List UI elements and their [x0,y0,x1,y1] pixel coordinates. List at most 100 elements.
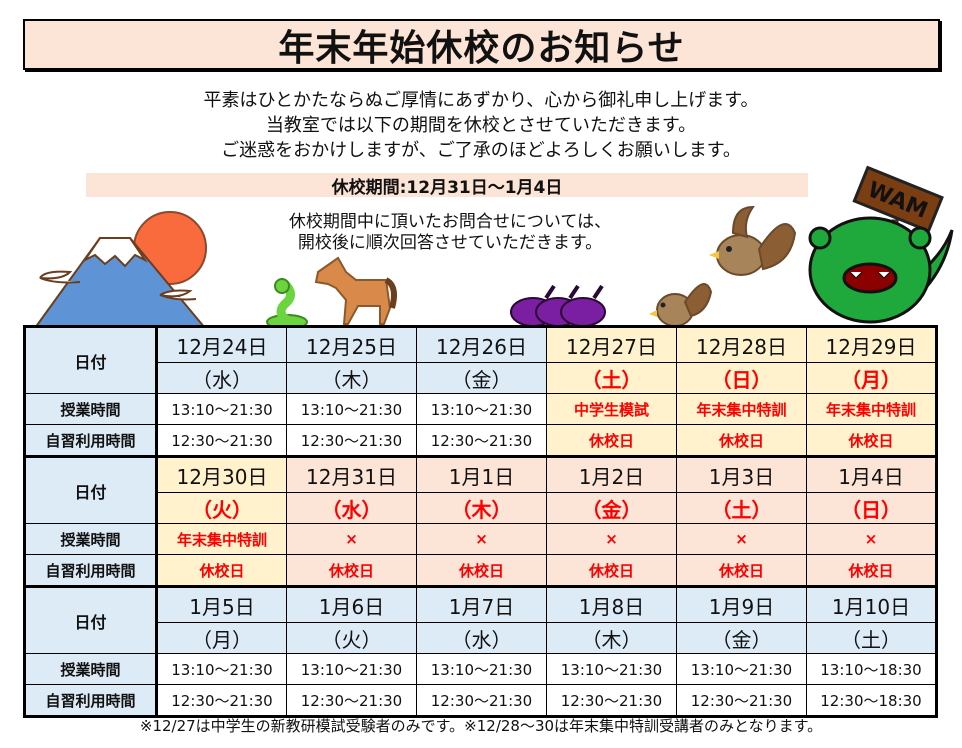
class-hours-cell: 年末集中特訓 [806,393,937,425]
class-hours-cell: 13:10～21:30 [416,393,547,425]
row-label-date: 日付 [24,326,158,394]
class-hours-cell: 中学生模試 [546,393,677,425]
schedule-table: 日付 12月24日 12月25日 12月26日 12月27日 12月28日 12月29日 （水… [23,325,938,718]
weekday-cell: （月） [806,362,937,394]
date-cell: 1月5日 [156,586,287,623]
row-label-class-hours: 授業時間 [24,653,158,685]
self-study-cell: 12:30～21:30 [286,684,417,718]
greeting-line: 平素はひとかたならぬご厚情にあずかり、心から御礼申し上げます。 [203,90,759,111]
weekday-row: （火） （水） （木） （金） （土） （日） [25,492,937,524]
date-cell: 12月25日 [286,326,417,363]
class-hours-cell: 年末集中特訓 [156,523,287,555]
date-cell: 1月10日 [806,586,937,623]
row-label-self-study: 自習利用時間 [24,684,158,718]
class-hours-cell: 13:10～21:30 [676,653,807,685]
class-hours-cell: 13:10～21:30 [546,653,677,685]
small-bird-icon [649,283,713,327]
weekday-cell: （金） [546,492,677,524]
inquiry-line: 開校後に順次回答させていただきます。 [297,233,603,253]
date-cell: 12月30日 [156,456,287,493]
self-study-cell: 12:30～21:30 [286,424,417,458]
horse-icon [314,256,397,325]
class-hours-cell: 年末集中特訓 [676,393,807,425]
self-study-cell: 12:30～21:30 [156,684,287,718]
class-hours-cell: 13:10～21:30 [156,653,287,685]
self-study-cell: 休校日 [676,554,807,588]
class-hours-cell: 13:10～18:30 [806,653,937,685]
weekday-cell: （水） [286,492,417,524]
inquiry-line: 休校期間中に頂いたお問合せについては、 [288,212,612,232]
row-label-class-hours: 授業時間 [24,523,158,555]
date-cell: 12月31日 [286,456,417,493]
self-study-cell: 休校日 [156,554,287,588]
date-cell: 12月28日 [676,326,807,363]
large-bird-icon [709,205,797,276]
self-study-row: 自習利用時間 12:30～21:30 12:30～21:30 12:30～21:30 1… [24,684,937,718]
class-hours-cell: 13:10～21:30 [286,653,417,685]
weekday-cell: （木） [416,492,547,524]
weekday-cell: （土） [676,492,807,524]
self-study-cell: 12:30～21:30 [546,684,677,718]
self-study-cell: 12:30～18:30 [806,684,937,718]
self-study-cell: 休校日 [806,424,937,458]
page-title: 年末年始休校のお知らせ [23,19,940,70]
class-hours-cell: 13:10～21:30 [416,653,547,685]
greeting-line: 当教室では以下の期間を休校とさせていただきます。 [265,115,697,136]
self-study-cell: 休校日 [676,424,807,458]
closed-x-icon: × [676,523,807,555]
weekday-cell: （金） [416,362,547,394]
closed-x-icon: × [806,523,937,555]
date-cell: 12月27日 [546,326,677,363]
date-cell: 1月4日 [806,456,937,493]
self-study-cell: 休校日 [416,554,547,588]
weekday-cell: （土） [546,362,677,394]
date-row: 日付 12月24日 12月25日 12月26日 12月27日 12月28日 12月29日 [24,326,937,394]
date-cell: 1月7日 [416,586,547,623]
weekday-cell: （日） [806,492,937,524]
self-study-row: 自習利用時間 12:30～21:30 12:30～21:30 12:30～21:30 休… [24,424,937,458]
date-cell: 1月3日 [676,456,807,493]
inquiry-notice: 休校期間中に頂いたお問合せについては、 開校後に順次回答させていただきます。 [200,212,700,254]
green-dinosaur-mascot-icon: WAM [808,165,954,324]
self-study-cell: 12:30～21:30 [416,684,547,718]
closed-x-icon: × [416,523,547,555]
weekday-cell: （月） [156,622,287,654]
closure-period-banner: 休校期間:12月31日～1月4日 [86,173,808,198]
eggplant-icon [510,284,606,327]
row-label-self-study: 自習利用時間 [24,424,158,458]
date-cell: 12月24日 [156,326,287,363]
class-hours-row: 授業時間 13:10～21:30 13:10～21:30 13:10～21:30 中学生… [24,393,937,425]
self-study-cell: 12:30～21:30 [676,684,807,718]
self-study-row: 自習利用時間 休校日 休校日 休校日 休校日 休校日 休校日 [24,554,937,588]
closed-x-icon: × [546,523,677,555]
self-study-cell: 休校日 [806,554,937,588]
date-cell: 12月26日 [416,326,547,363]
greeting-text: 平素はひとかたならぬご厚情にあずかり、心から御礼申し上げます。 当教室では以下の… [0,88,962,163]
weekday-cell: （水） [156,362,287,394]
weekday-cell: （木） [286,362,417,394]
mount-fuji-sunrise-icon [33,211,208,329]
class-hours-cell: 13:10～21:30 [286,393,417,425]
self-study-cell: 12:30～21:30 [156,424,287,458]
date-cell: 1月2日 [546,456,677,493]
date-cell: 1月9日 [676,586,807,623]
date-cell: 12月29日 [806,326,937,363]
weekday-cell: （水） [416,622,547,654]
weekday-cell: （土） [806,622,937,654]
row-label-date: 日付 [24,456,158,524]
row-label-class-hours: 授業時間 [24,393,158,425]
date-row: 日付 1月5日 1月6日 1月7日 1月8日 1月9日 1月10日 [24,586,937,654]
weekday-cell: （木） [546,622,677,654]
greeting-line: ご迷惑をおかけしますが、ご了承のほどよろしくお願いします。 [221,140,741,161]
weekday-row: （月） （火） （水） （木） （金） （土） [25,622,937,654]
weekday-row: （水） （木） （金） （土） （日） （月） [25,362,937,394]
class-hours-cell: 13:10～21:30 [156,393,287,425]
closed-x-icon: × [286,523,417,555]
date-cell: 1月8日 [546,586,677,623]
class-hours-row: 授業時間 13:10～21:30 13:10～21:30 13:10～21:30 13:… [24,653,937,685]
self-study-cell: 12:30～21:30 [416,424,547,458]
class-hours-row: 授業時間 年末集中特訓 × × × × × [24,523,937,555]
self-study-cell: 休校日 [546,424,677,458]
date-row: 日付 12月30日 12月31日 1月1日 1月2日 1月3日 1月4日 [24,456,937,524]
weekday-cell: （日） [676,362,807,394]
